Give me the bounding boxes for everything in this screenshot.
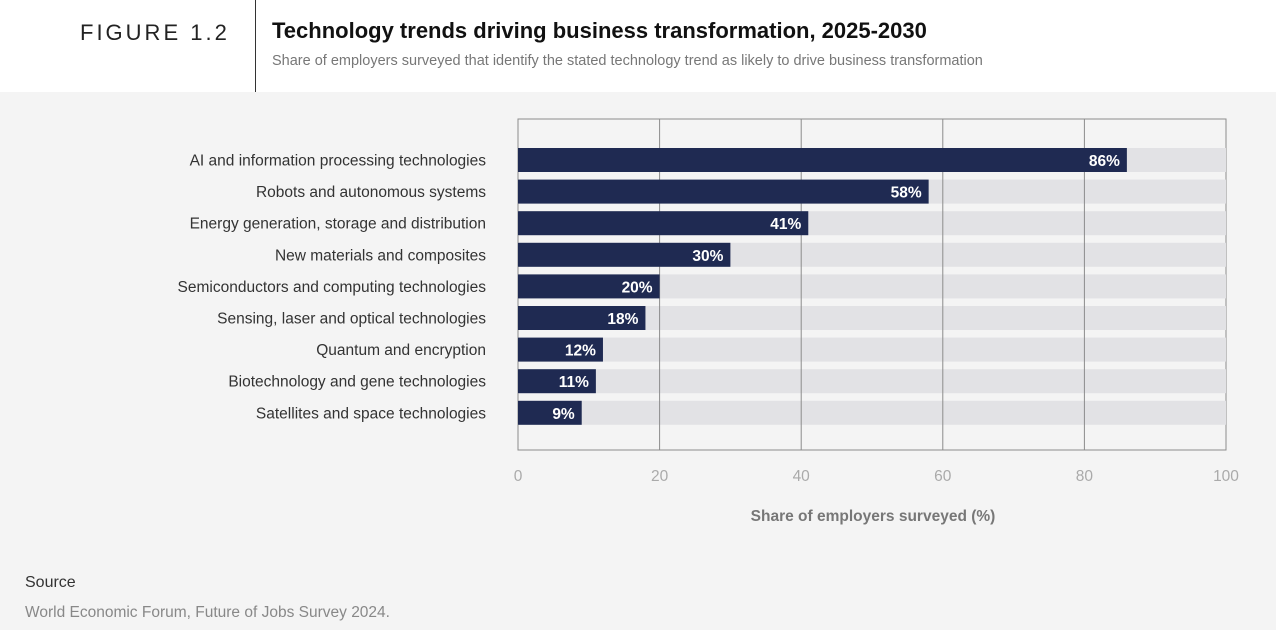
bar — [518, 211, 809, 236]
bar-track — [518, 337, 1226, 362]
category-label: Semiconductors and computing technologie… — [178, 279, 487, 296]
bar — [518, 242, 731, 267]
bar-track — [518, 400, 1226, 425]
x-axis-label: Share of employers surveyed (%) — [751, 508, 996, 525]
category-label: Satellites and space technologies — [256, 405, 486, 422]
category-label: Quantum and encryption — [316, 342, 486, 359]
x-tick-label: 40 — [793, 468, 811, 485]
category-label: Biotechnology and gene technologies — [228, 374, 486, 391]
bar — [518, 306, 646, 330]
figure-header: FIGURE 1.2 Technology trends driving bus… — [0, 0, 1276, 92]
bar-value-label: 9% — [552, 406, 575, 423]
bar-value-label: 12% — [565, 343, 596, 360]
chart-subtitle: Share of employers surveyed that identif… — [272, 53, 983, 69]
category-label: New materials and composites — [275, 247, 486, 264]
bar — [518, 274, 660, 299]
bar-value-label: 41% — [770, 216, 801, 233]
bar-value-label: 58% — [891, 185, 922, 202]
category-label: Energy generation, storage and distribut… — [190, 216, 486, 233]
header-divider — [255, 0, 256, 92]
bar — [518, 179, 929, 204]
category-label: Sensing, laser and optical technologies — [217, 311, 486, 328]
x-tick-label: 60 — [934, 468, 952, 485]
x-tick-label: 80 — [1076, 468, 1094, 485]
bar-value-label: 11% — [559, 374, 589, 391]
x-tick-label: 20 — [651, 468, 669, 485]
bar — [518, 337, 603, 362]
x-tick-label: 100 — [1213, 468, 1239, 485]
category-label: AI and information processing technologi… — [190, 153, 487, 170]
bar — [518, 369, 596, 394]
x-tick-label: 0 — [514, 468, 523, 485]
bar-value-label: 30% — [692, 248, 723, 265]
category-label: Robots and autonomous systems — [256, 184, 486, 201]
bar-value-label: 18% — [607, 311, 638, 328]
chart-title: Technology trends driving business trans… — [272, 18, 927, 43]
source-label: Source — [25, 574, 76, 591]
bar-value-label: 86% — [1089, 153, 1120, 170]
bar-chart: 86% AI and information processing technol… — [178, 118, 1239, 525]
figure-label: FIGURE 1.2 — [80, 20, 230, 45]
bar-value-label: 20% — [622, 279, 653, 296]
bar — [518, 148, 1127, 172]
bar — [518, 400, 582, 425]
bar-track — [518, 369, 1226, 394]
source-text: World Economic Forum, Future of Jobs Sur… — [25, 604, 390, 621]
